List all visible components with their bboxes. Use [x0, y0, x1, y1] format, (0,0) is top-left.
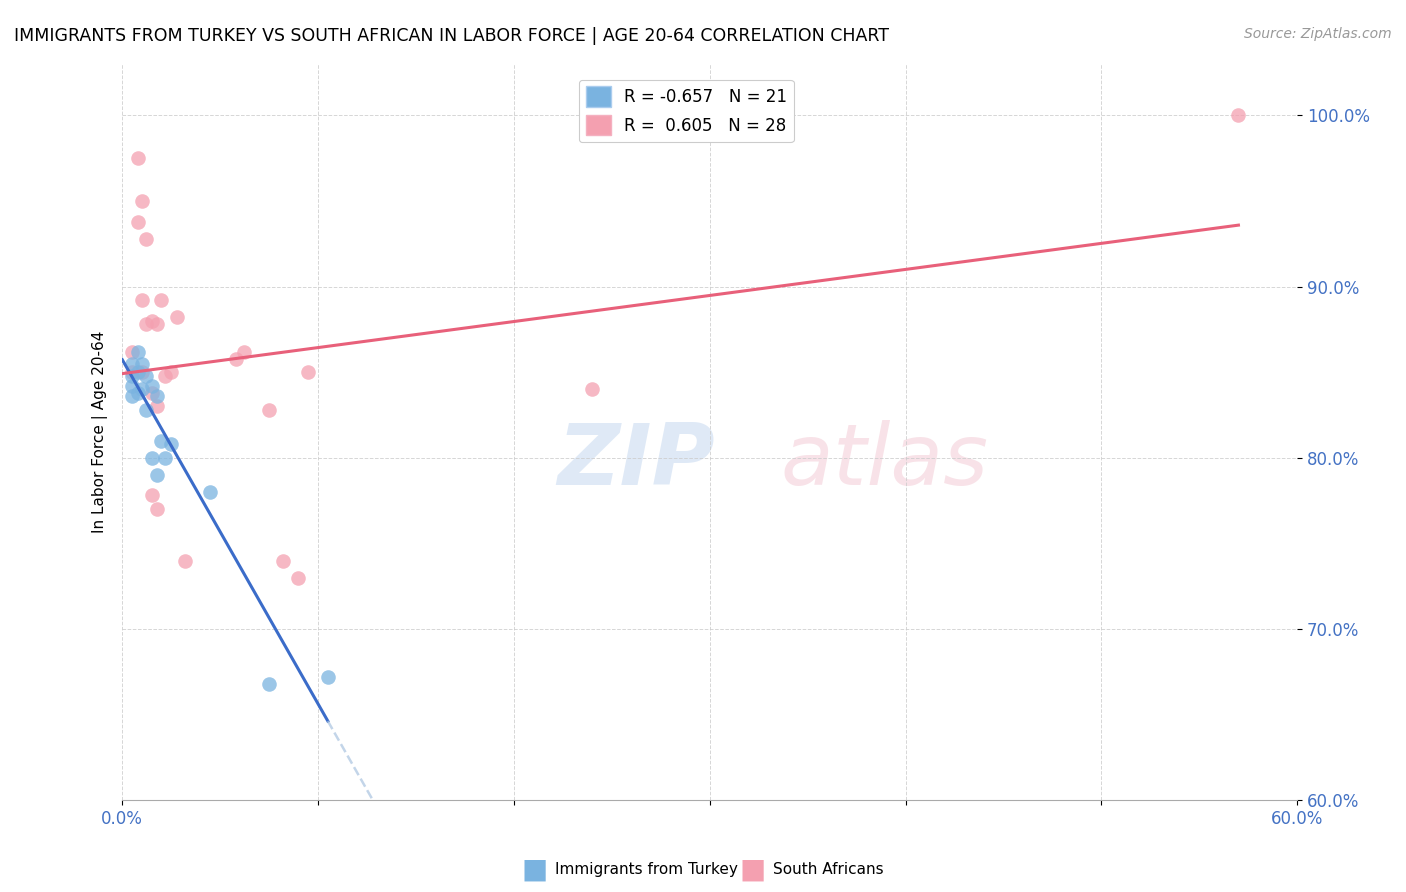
Text: ZIP: ZIP [557, 420, 714, 503]
Point [127, 385, 149, 400]
Point [150, 434, 173, 448]
Point [155, 450, 177, 465]
Text: Immigrants from Turkey: Immigrants from Turkey [555, 863, 738, 877]
Point [131, 382, 153, 396]
Point [146, 318, 169, 332]
Text: Source: ZipAtlas.com: Source: ZipAtlas.com [1244, 27, 1392, 41]
Point [135, 318, 157, 332]
Point [271, 553, 294, 567]
Point [131, 194, 153, 208]
Point [127, 214, 149, 228]
Point [135, 232, 157, 246]
Point [225, 351, 247, 366]
Point [200, 485, 222, 500]
Point [155, 368, 177, 383]
Point [121, 344, 143, 359]
Point [146, 400, 169, 414]
Point [1227, 108, 1250, 122]
Point [232, 344, 254, 359]
Text: ■: ■ [522, 855, 547, 884]
Point [581, 382, 603, 396]
Point [146, 502, 169, 516]
Legend: R = -0.657   N = 21, R =  0.605   N = 28: R = -0.657 N = 21, R = 0.605 N = 28 [579, 79, 793, 142]
Point [257, 403, 280, 417]
Point [121, 357, 143, 371]
Text: ■: ■ [740, 855, 765, 884]
Point [141, 379, 163, 393]
Point [160, 437, 183, 451]
Text: South Africans: South Africans [773, 863, 884, 877]
Point [127, 151, 149, 165]
Point [135, 403, 157, 417]
Point [160, 365, 183, 379]
Point [131, 293, 153, 308]
Point [316, 670, 339, 684]
Point [173, 553, 195, 567]
Point [131, 357, 153, 371]
Point [121, 368, 143, 383]
Point [257, 677, 280, 691]
Text: atlas: atlas [780, 420, 988, 503]
Point [127, 344, 149, 359]
Point [146, 389, 169, 403]
Point [141, 314, 163, 328]
Point [150, 293, 173, 308]
Point [297, 365, 319, 379]
Text: IMMIGRANTS FROM TURKEY VS SOUTH AFRICAN IN LABOR FORCE | AGE 20-64 CORRELATION C: IMMIGRANTS FROM TURKEY VS SOUTH AFRICAN … [14, 27, 889, 45]
Point [121, 379, 143, 393]
Point [121, 365, 143, 379]
Point [141, 385, 163, 400]
Point [135, 368, 157, 383]
Y-axis label: In Labor Force | Age 20-64: In Labor Force | Age 20-64 [93, 331, 108, 533]
Point [166, 310, 188, 325]
Point [287, 571, 309, 585]
Point [127, 365, 149, 379]
Point [121, 389, 143, 403]
Point [141, 488, 163, 502]
Point [141, 450, 163, 465]
Point [146, 467, 169, 482]
Point [131, 365, 153, 379]
